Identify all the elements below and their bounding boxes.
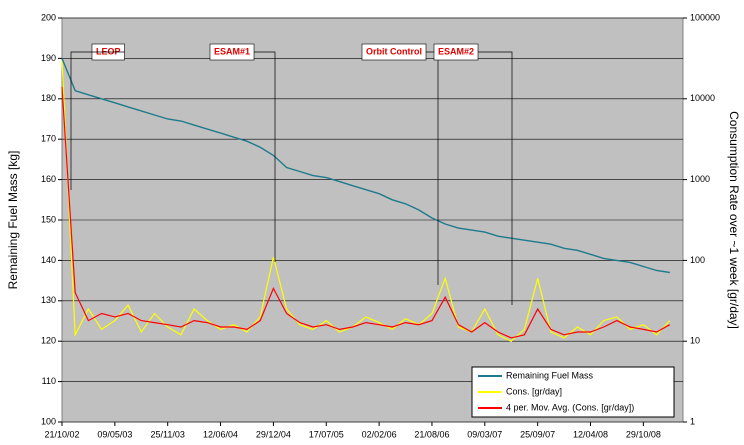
y-tick-label: 160 [41,174,56,184]
y-tick-label: 150 [41,214,56,224]
y-tick-label: 200 [41,12,56,22]
x-tick-label: 12/04/08 [573,429,608,439]
annotation-leader [478,51,513,305]
y-tick-label: 180 [41,93,56,103]
annotation-leader [70,51,125,190]
annotation: LEOP [96,46,121,56]
y-tick-label: 110 [42,376,56,386]
x-tick-label: 25/11/03 [151,429,185,439]
y-tick-label: 140 [41,255,56,265]
legend-label: Cons. [gr/day] [506,386,562,396]
y-axis-label: Remaining Fuel Mass [kg] [6,151,20,290]
y2-tick-label: 100000 [690,12,720,22]
y-tick-label: 170 [41,134,56,144]
legend-box [471,366,675,418]
series-line [61,58,670,274]
x-tick-label: 09/05/03 [97,429,132,439]
y-tick-label: 120 [41,336,56,346]
x-tick-label: 09/03/07 [467,429,502,439]
y2-tick-label: 100 [690,255,705,265]
y-tick-label: 100 [41,416,56,426]
y2-tick-label: 1 [690,416,695,426]
x-tick-label: 12/06/04 [203,429,238,439]
x-tick-label: 17/07/05 [309,429,344,439]
y-tick-label: 190 [41,53,56,63]
series-line [61,86,671,339]
x-tick-label: 21/10/02 [44,429,79,439]
y-tick-label: 130 [41,295,56,305]
annotation: ESAM#2 [438,46,474,56]
y2-tick-label: 10 [690,336,700,346]
x-tick-label: 25/09/07 [520,429,555,439]
x-tick-label: 02/02/06 [362,429,397,439]
annotation: ESAM#1 [214,46,250,56]
legend-label: Remaining Fuel Mass [506,370,594,380]
annotation: Orbit Control [366,46,422,56]
x-tick-label: 21/08/06 [414,429,449,439]
legend-label: 4 per. Mov. Avg. (Cons. [gr/day]) [506,402,634,412]
y2-axis-label: Consumption Rate over ~1 week [gr/day] [727,111,741,329]
y2-tick-label: 1000 [690,174,710,184]
x-tick-label: 29/10/08 [626,429,661,439]
annotation-leader [254,51,276,262]
y2-tick-label: 10000 [690,93,715,103]
x-tick-label: 29/12/04 [256,429,291,439]
